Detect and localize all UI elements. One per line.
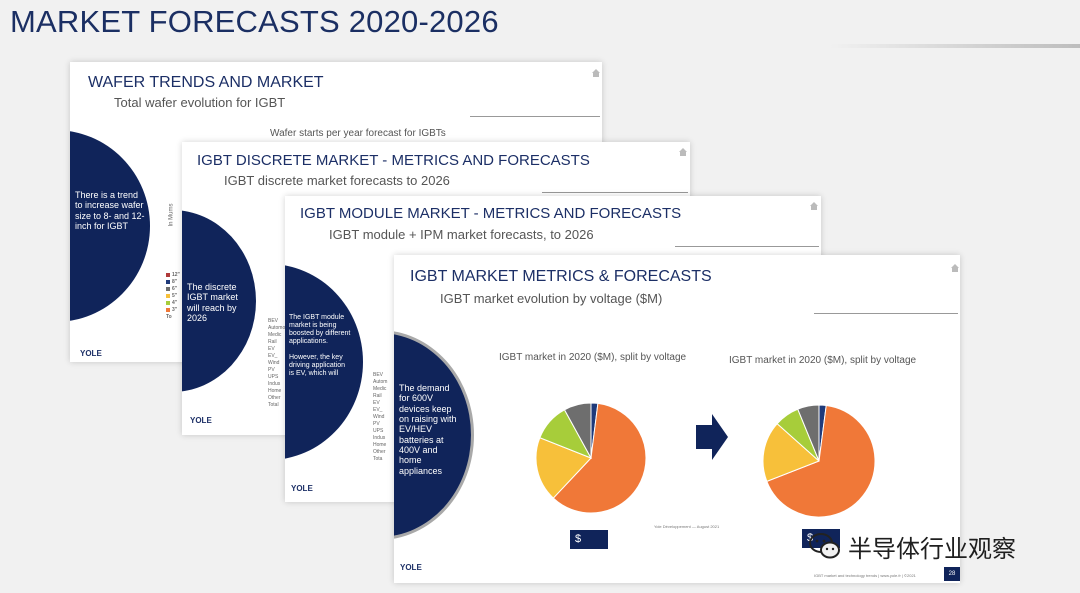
wechat-icon bbox=[809, 533, 840, 559]
home-icon bbox=[810, 202, 818, 210]
watermark: 半导体行业观察 bbox=[808, 529, 1056, 563]
legend: 12" 8" 6" 5" 4" 3" To bbox=[166, 272, 180, 320]
home-icon bbox=[679, 148, 687, 156]
slide-igbt-market-metrics: IGBT MARKET METRICS & FORECASTS IGBT mar… bbox=[394, 255, 960, 583]
title-divider bbox=[830, 44, 1080, 48]
yole-logo: YOLE bbox=[190, 416, 212, 425]
slide-rule bbox=[542, 192, 688, 193]
page-number: 28 bbox=[944, 567, 960, 581]
slide-subtitle: IGBT module + IPM market forecasts, to 2… bbox=[329, 227, 594, 242]
arrow-icon bbox=[696, 414, 728, 460]
pie-slice bbox=[762, 423, 820, 483]
yole-logo: YOLE bbox=[80, 349, 102, 358]
pie-slice bbox=[797, 404, 820, 462]
chart-title-right: IGBT market in 2020 ($M), split by volta… bbox=[729, 355, 917, 366]
slide-title: IGBT MARKET METRICS & FORECASTS bbox=[410, 268, 712, 285]
slide-rule bbox=[814, 313, 958, 314]
chart-title: Wafer starts per year forecast for IGBTs bbox=[270, 128, 446, 139]
bottom-note: IGBT market and technology trends | www.… bbox=[814, 573, 916, 578]
slide-title: IGBT DISCRETE MARKET - METRICS AND FOREC… bbox=[197, 152, 590, 169]
yole-logo: YOLE bbox=[400, 563, 422, 572]
callout-text: There is a trend to increase wafer size … bbox=[75, 190, 145, 232]
home-icon bbox=[592, 69, 600, 77]
callout-text-2: However, the key driving application is … bbox=[289, 354, 346, 378]
legend: BEV Autom Medic Rail EV EV_ Wind PV UPS Indus… bbox=[373, 372, 388, 462]
pie-slice bbox=[766, 404, 876, 518]
pie-slice bbox=[552, 402, 647, 514]
yole-logo: YOLE bbox=[291, 484, 313, 493]
chart-title-left: IGBT market in 2020 ($M), split by volta… bbox=[499, 352, 687, 363]
slide-rule bbox=[675, 246, 819, 247]
pie-chart-right bbox=[762, 404, 876, 518]
legend: BEV Automo Medic Rail EV EV_ Wind PV UPS Indu… bbox=[268, 318, 286, 408]
slide-subtitle: IGBT market evolution by voltage ($M) bbox=[440, 291, 663, 306]
slide-title: WAFER TRENDS AND MARKET bbox=[88, 74, 324, 91]
watermark-text: 半导体行业观察 bbox=[848, 535, 1016, 563]
y-axis-label: In Mums bbox=[168, 203, 175, 227]
slide-subtitle: Total wafer evolution for IGBT bbox=[114, 95, 286, 110]
callout-text-1: The IGBT module market is being boosted … bbox=[289, 314, 351, 346]
pie-chart-left bbox=[535, 402, 647, 514]
slide-title: IGBT MODULE MARKET - METRICS AND FORECAS… bbox=[300, 205, 682, 222]
callout-text: The discrete IGBT market will reach by 2… bbox=[187, 282, 238, 324]
callout-text: The demand for 600V devices keep on rais… bbox=[399, 383, 457, 476]
slide-rule bbox=[470, 116, 600, 117]
dollar-box-left: $ bbox=[570, 530, 608, 549]
home-icon bbox=[951, 264, 959, 272]
pie-slice bbox=[563, 402, 592, 459]
page-title: MARKET FORECASTS 2020-2026 bbox=[10, 4, 499, 39]
slide-subtitle: IGBT discrete market forecasts to 2026 bbox=[224, 173, 450, 188]
slide-footer: Yole Développement — August 2021 bbox=[654, 524, 720, 529]
